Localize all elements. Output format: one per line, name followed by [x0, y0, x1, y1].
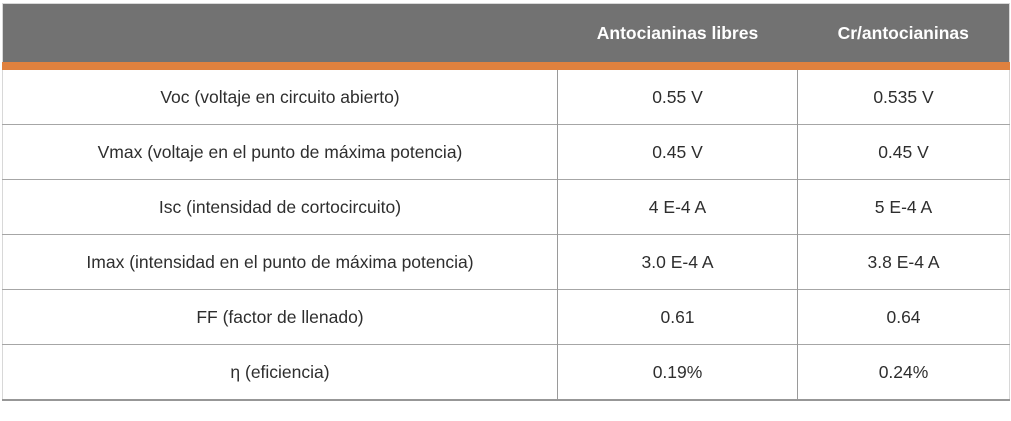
value-cr-antocianinas: 0.24%: [797, 344, 1010, 400]
table-body: Voc (voltaje en circuito abierto) 0.55 V…: [2, 66, 1010, 400]
table-row-voc: Voc (voltaje en circuito abierto) 0.55 V…: [2, 66, 1010, 125]
value-antocianinas-libres: 0.61: [557, 289, 798, 345]
value-cr-antocianinas: 0.45 V: [797, 124, 1010, 180]
parameter-label: Imax (intensidad en el punto de máxima p…: [2, 234, 558, 290]
table-row-eficiencia: η (eficiencia) 0.19% 0.24%: [2, 344, 1010, 400]
parameter-label: Vmax (voltaje en el punto de máxima pote…: [2, 124, 558, 180]
value-cr-antocianinas: 3.8 E-4 A: [797, 234, 1010, 290]
table-row-ff: FF (factor de llenado) 0.61 0.64: [2, 289, 1010, 345]
value-cr-antocianinas: 0.535 V: [797, 66, 1010, 125]
parameter-label: FF (factor de llenado): [2, 289, 558, 345]
parameter-label: Isc (intensidad de cortocircuito): [2, 179, 558, 235]
table-header: Antocianinas libres Cr/antocianinas: [2, 3, 1010, 70]
value-cr-antocianinas: 5 E-4 A: [797, 179, 1010, 235]
value-antocianinas-libres: 0.19%: [557, 344, 798, 400]
value-antocianinas-libres: 3.0 E-4 A: [557, 234, 798, 290]
table-row-vmax: Vmax (voltaje en el punto de máxima pote…: [2, 124, 1010, 180]
solar-cell-parameters-table: Antocianinas libres Cr/antocianinas Voc …: [2, 3, 1010, 401]
header-cr-antocianinas: Cr/antocianinas: [797, 3, 1010, 70]
header-row: Antocianinas libres Cr/antocianinas: [2, 3, 1010, 70]
value-antocianinas-libres: 0.45 V: [557, 124, 798, 180]
parameter-label: Voc (voltaje en circuito abierto): [2, 66, 558, 125]
table-row-isc: Isc (intensidad de cortocircuito) 4 E-4 …: [2, 179, 1010, 235]
value-antocianinas-libres: 4 E-4 A: [557, 179, 798, 235]
value-cr-antocianinas: 0.64: [797, 289, 1010, 345]
value-antocianinas-libres: 0.55 V: [557, 66, 798, 125]
table-row-imax: Imax (intensidad en el punto de máxima p…: [2, 234, 1010, 290]
header-antocianinas-libres: Antocianinas libres: [557, 3, 798, 70]
header-parameter-column: [2, 3, 558, 70]
parameter-label: η (eficiencia): [2, 344, 558, 400]
